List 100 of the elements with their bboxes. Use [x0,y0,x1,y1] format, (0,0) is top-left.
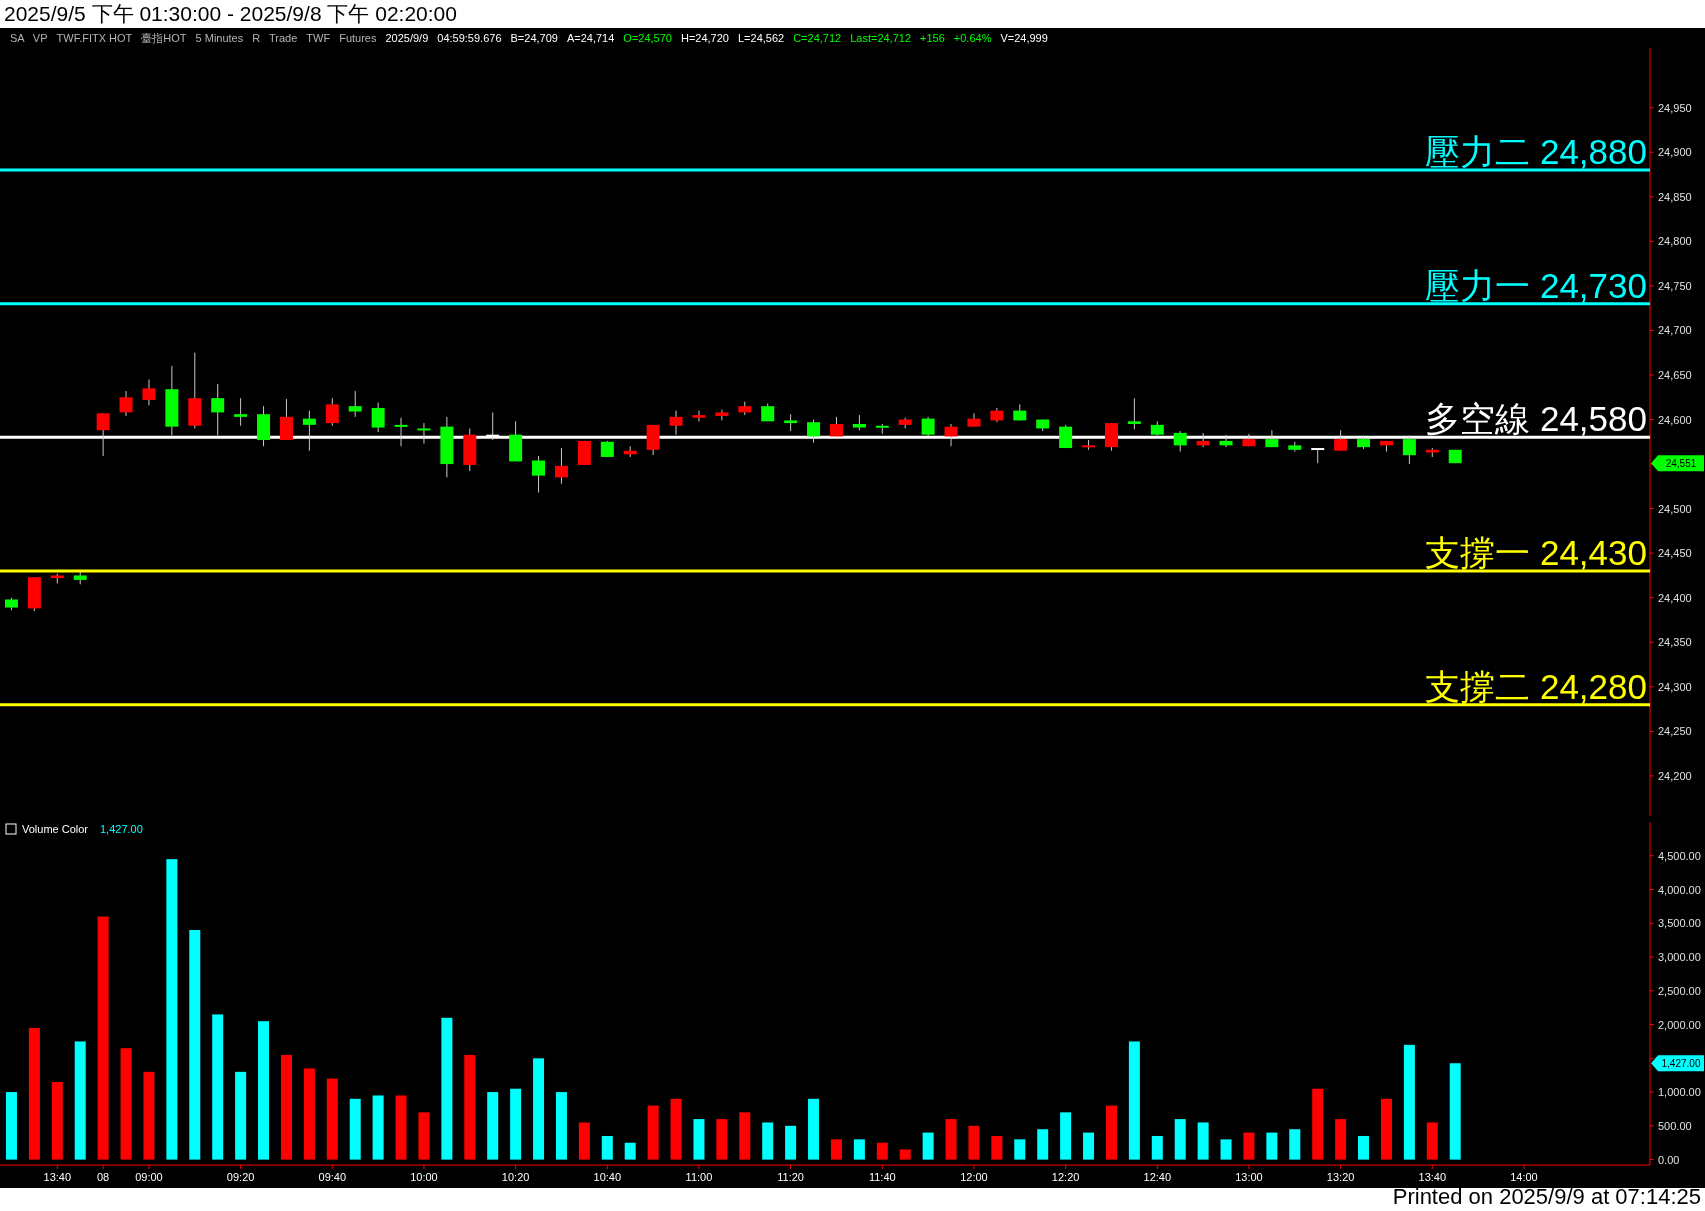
y-tick-label: 24,650 [1658,368,1692,381]
bar [1312,1088,1324,1160]
x-tick-label: 09:20 [226,1171,255,1183]
y-tick-label: 3,500.00 [1658,917,1701,930]
bar [1449,1063,1461,1160]
y-tick-label: 2,000.00 [1658,1018,1701,1031]
ref-line-label: 支撐二 24,280 [1425,666,1647,706]
candlestick [1219,434,1233,448]
candlestick [234,397,248,427]
text: 04:59:59.676 [437,32,502,44]
bar [808,1098,820,1160]
text: +156 [920,32,945,44]
candlestick [211,383,225,437]
bar [258,1021,270,1160]
bar [1037,1129,1049,1160]
bar [647,1105,659,1160]
candlestick [692,410,706,422]
y-tick-label: 0.00 [1658,1153,1680,1166]
bar [1335,1119,1347,1160]
candlestick [119,390,133,417]
chart-title: 2025/9/5 下午 01:30:00 - 2025/9/8 下午 02:20:00 [4,2,457,25]
bar [1105,1105,1117,1160]
candlestick [302,410,316,452]
bar [280,1054,292,1160]
annotation: Volume Color [22,823,89,835]
bar [1403,1044,1415,1160]
candlestick [944,423,958,447]
bar [1174,1119,1186,1160]
bar [830,1139,842,1160]
text: B=24,709 [510,32,558,44]
candlestick [1402,435,1416,465]
candlestick [96,412,110,457]
y-tick-label: 4,000.00 [1658,883,1701,896]
bar [693,1119,705,1160]
candlestick [1173,430,1187,453]
bar [97,916,109,1160]
candlestick [142,378,156,406]
bar [1358,1135,1370,1160]
x-tick-label: 09:40 [318,1171,347,1183]
candlestick [715,409,729,421]
bar [120,1048,132,1160]
bar [1151,1135,1163,1160]
candlestick [554,447,568,485]
y-tick-label: 24,400 [1658,591,1692,604]
bar [212,1014,224,1160]
bar [1266,1132,1278,1160]
text: 臺指HOT [141,32,187,44]
y-tick-label: 24,350 [1658,636,1692,649]
bar [578,1122,590,1160]
x-tick-label: 14:00 [1510,1171,1538,1183]
bar [487,1092,499,1160]
ref-line-label: 多空線 24,580 [1425,399,1647,439]
bar [51,1081,63,1160]
x-tick-label: 12:20 [1051,1171,1080,1183]
candlestick [279,398,293,441]
bar [968,1125,980,1160]
y-tick-label: 4,500.00 [1658,849,1701,862]
bar [1060,1112,1072,1160]
text: 2025/9/9 [385,32,429,44]
bar [510,1088,522,1160]
bar [1289,1129,1301,1160]
candlestick [532,455,546,494]
bar [922,1132,934,1160]
text: Trade [269,32,298,44]
candlestick [394,417,408,447]
text: SA [10,32,26,44]
x-tick-label: 10:00 [410,1171,438,1183]
bar [876,1142,888,1160]
y-tick-label: 24,600 [1658,413,1692,426]
bar [166,859,178,1160]
bar [1014,1139,1026,1160]
candlestick [325,397,339,427]
x-tick-label: 12:00 [960,1171,988,1183]
text: Last=24,712 [850,32,912,44]
y-tick-label: 24,500 [1658,502,1692,515]
text: A=24,714 [566,32,615,44]
text: 5 Minutes [195,32,244,44]
bar [624,1142,636,1160]
text: Futures [339,32,377,44]
y-tick-label: 24,250 [1658,725,1692,738]
text: +0.64% [953,32,992,44]
bar [372,1095,384,1160]
bar [853,1139,865,1160]
y-tick-label: 24,900 [1658,146,1692,159]
y-tick-label: 2,500.00 [1658,984,1701,997]
bar [991,1135,1003,1160]
bar [441,1017,453,1160]
bar [189,930,201,1160]
candlestick [1265,429,1279,448]
text: 24,551 [1665,458,1697,470]
bar [1380,1098,1392,1160]
y-tick-label: 24,950 [1658,101,1692,114]
candlestick [669,410,683,436]
text: V=24,999 [1000,32,1048,44]
bar [785,1125,797,1160]
candlestick [1196,432,1210,448]
x-tick-label: 10:20 [501,1171,530,1183]
bar [1128,1041,1140,1160]
y-tick-label: 500.00 [1658,1119,1692,1132]
y-tick-label: 24,450 [1658,547,1692,560]
